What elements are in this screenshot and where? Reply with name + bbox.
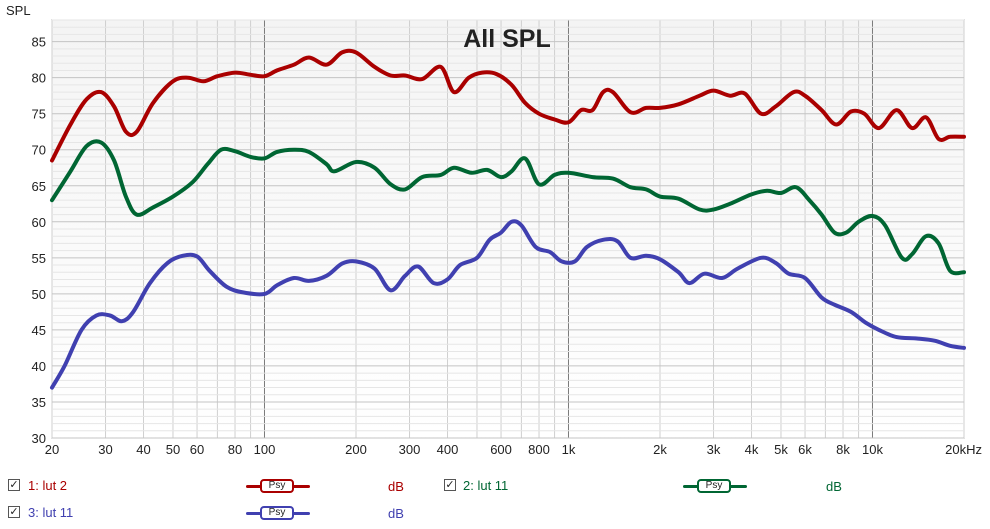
grid-lines — [51, 19, 965, 439]
x-tick-label: 60 — [190, 442, 204, 457]
x-tick-label: 6k — [798, 442, 812, 457]
series-2-label: 2: lut 11 — [463, 478, 509, 493]
y-tick-label: 35 — [32, 395, 46, 410]
y-axis-label: SPL — [6, 3, 31, 18]
series-2-unit: dB — [826, 479, 842, 494]
y-axis-ticks: 30 35 40 45 50 55 60 65 70 75 80 85 — [32, 35, 46, 446]
x-tick-label: 50 — [166, 442, 180, 457]
x-tick-label: 100 — [254, 442, 276, 457]
series-1-psy-button[interactable]: Psy — [246, 478, 310, 494]
series-line-1 — [50, 48, 966, 163]
y-tick-label: 70 — [32, 143, 46, 158]
series-3-psy-label: Psy — [260, 506, 294, 520]
x-tick-label: 600 — [490, 442, 512, 457]
series-3-psy-button[interactable]: Psy — [246, 505, 310, 521]
series-1-unit: dB — [388, 479, 404, 494]
series-3-checkbox[interactable]: ✓ — [8, 505, 20, 518]
y-tick-label: 30 — [32, 431, 46, 446]
y-tick-label: 75 — [32, 107, 46, 122]
chart-title: All SPL — [463, 25, 551, 53]
series-1-label: 1: lut 2 — [28, 478, 68, 493]
x-tick-label: 200 — [345, 442, 367, 457]
x-tick-label: 2k — [653, 442, 667, 457]
x-tick-label: 300 — [399, 442, 421, 457]
x-tick-label: 20kHz — [945, 442, 982, 457]
y-tick-label: 80 — [32, 71, 46, 86]
series-1-psy-label: Psy — [260, 479, 294, 493]
x-tick-label: 5k — [774, 442, 788, 457]
x-tick-label: 10k — [862, 442, 883, 457]
y-tick-label: 60 — [32, 215, 46, 230]
x-tick-label: 400 — [437, 442, 459, 457]
series-line-2 — [50, 139, 966, 276]
x-tick-label: 4k — [745, 442, 759, 457]
series-2-psy-button[interactable]: Psy — [683, 478, 747, 494]
series-2-checkbox[interactable]: ✓ — [444, 478, 456, 491]
x-tick-label: 20 — [45, 442, 59, 457]
y-tick-label: 50 — [32, 287, 46, 302]
series-3-unit: dB — [388, 506, 404, 521]
x-tick-label: 800 — [528, 442, 550, 457]
x-tick-label: 80 — [228, 442, 242, 457]
x-axis-ticks: 20 30 40 50 60 80 100 200 300 400 600 800 1k 2k 3k 4k 5k… — [45, 442, 982, 457]
x-tick-label: 1k — [562, 442, 576, 457]
series-2-psy-label: Psy — [697, 479, 731, 493]
x-tick-label: 3k — [707, 442, 721, 457]
y-tick-label: 40 — [32, 359, 46, 374]
series-lines — [50, 48, 966, 390]
y-tick-label: 55 — [32, 251, 46, 266]
series-3-label: 3: lut 11 — [28, 505, 74, 520]
x-tick-label: 40 — [136, 442, 150, 457]
x-tick-label: 8k — [836, 442, 850, 457]
y-tick-label: 65 — [32, 179, 46, 194]
y-tick-label: 45 — [32, 323, 46, 338]
y-tick-label: 85 — [32, 35, 46, 50]
x-tick-label: 30 — [98, 442, 112, 457]
series-1-checkbox[interactable]: ✓ — [8, 478, 20, 491]
series-line-3 — [50, 219, 966, 390]
